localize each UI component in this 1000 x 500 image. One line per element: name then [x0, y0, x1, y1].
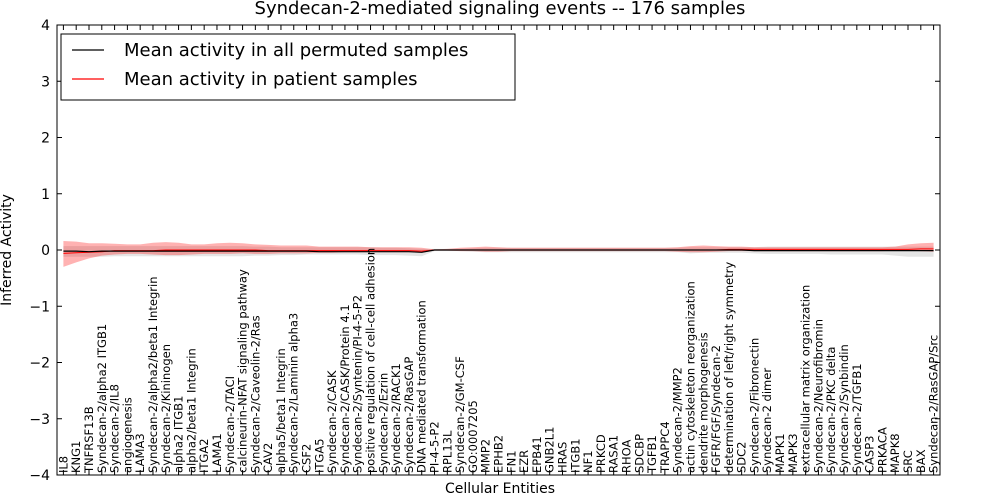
y-tick-label: −1: [29, 299, 50, 315]
x-tick-label: Syndecan-2/Laminin alpha3: [287, 313, 301, 473]
x-tick-label: Syndecan-2/Syntenin/PI-4-5-P2: [351, 295, 365, 473]
y-tick-label: −3: [29, 412, 50, 428]
x-tick-label: Syndecan-2/PKC delta: [824, 347, 838, 473]
x-tick-label: Syndecan-2/alpha2/beta1 Integrin: [146, 276, 160, 473]
x-tick-label: TNFRSF13B: [82, 406, 96, 474]
x-tick-label: FN1: [504, 450, 518, 473]
x-tick-label: CAV2: [261, 443, 275, 473]
x-tick-label: dendrite morphogenesis: [696, 332, 710, 473]
series-lines: [63, 248, 934, 254]
x-tick-label: NF1: [581, 450, 595, 473]
band-permuted: [63, 246, 934, 257]
x-tick-label: SRC: [901, 450, 915, 473]
x-tick-label: Syndecan-2/TGFB1: [850, 363, 864, 473]
x-tick-label: DNA mediated transformation: [415, 300, 429, 473]
x-tick-label: CSF2: [300, 444, 314, 473]
x-tick-label: Syndecan-2/Neurofibromin: [811, 319, 825, 473]
y-tick-label: 1: [41, 187, 50, 203]
x-tick-label: PI-4-5-P2: [428, 421, 442, 473]
x-tick-label: determination of left/right symmetry: [722, 262, 736, 473]
y-axis-label: Inferred Activity: [0, 194, 15, 306]
y-tick-label: 3: [41, 74, 50, 90]
x-tick-label: positive regulation of cell-cell adhesio…: [364, 248, 378, 473]
x-tick-label: calcineurin-NFAT signaling pathway: [236, 269, 250, 473]
legend-label-permuted: Mean activity in all permuted samples: [124, 40, 468, 61]
y-axis: −4 −3 −2 −1 0 1 2 3 4: [29, 18, 940, 484]
x-tick-label: Syndecan-2/CASK: [325, 370, 339, 473]
y-tick-label: 0: [41, 243, 50, 259]
x-tick-label: ITGA5: [312, 438, 326, 473]
x-tick-label: FGFR/FGF/Syndecan-2: [709, 345, 723, 473]
x-tick-label: Syndecan-2/RasGAP: [402, 357, 416, 473]
x-tick-label: Syndecan-2/IL8: [108, 384, 122, 473]
x-tick-label: Syndecan-2/Caveolin-2/Ras: [248, 315, 262, 473]
x-tick-label: MAPK8: [888, 433, 902, 473]
x-tick-label: alpha5/beta1 Integrin: [274, 348, 288, 473]
x-tick-label: CASP3: [863, 436, 877, 473]
band-patient: [63, 241, 934, 267]
x-tick-label: ITGA2: [197, 438, 211, 473]
x-tick-label: Syndecan-2/RasGAP/Src: [927, 335, 941, 473]
x-tick-label: MMP2: [479, 439, 493, 473]
x-tick-label: actin cytoskeleton reorganization: [684, 281, 698, 473]
x-tick-label: LAMA3: [133, 433, 147, 473]
y-tick-label: −4: [29, 468, 50, 484]
line-permuted: [63, 249, 934, 253]
x-tick-label: MAPK1: [773, 433, 787, 473]
x-tick-label: SDC2: [735, 441, 749, 473]
x-tick-label: Syndecan-2/Synbindin: [837, 344, 851, 473]
x-tick-label: extracellular matrix organization: [799, 285, 813, 473]
legend-box: [60, 33, 516, 101]
x-tick-label: KNG1: [69, 441, 83, 473]
x-tick-label: alpha2/beta1 Integrin: [184, 348, 198, 473]
x-tick-label: BAX: [914, 449, 928, 473]
x-axis-label: Cellular Entities: [445, 481, 555, 497]
x-tick-label: RPL13L: [440, 430, 454, 473]
x-tick-label: Syndecan-2/CASK/Protein 4.1: [338, 304, 352, 473]
x-tick-label: ITGB1: [568, 438, 582, 473]
confidence-bands: [63, 241, 934, 267]
x-tick-label: Syndecan-2 dimer: [760, 368, 774, 473]
y-tick-label: −2: [29, 356, 50, 372]
legend-label-patient: Mean activity in patient samples: [124, 69, 418, 90]
x-tick-label: LAMA1: [210, 433, 224, 473]
x-tick-label: EPHB2: [492, 435, 506, 473]
x-tick-label: GNB2L1: [543, 427, 557, 473]
x-tick-label: Syndecan-2/GM-CSF: [453, 356, 467, 473]
x-tick-label: PRKCD: [594, 434, 608, 473]
x-tick-label: Syndecan-2/alpha2 ITGB1: [95, 324, 109, 473]
x-tick-label: TRAPPC4: [658, 421, 672, 474]
x-tick-label: PRKACA: [875, 427, 889, 473]
x-tick-label: Syndecan-2/TACI: [223, 376, 237, 473]
x-tick-label: SDCBP: [632, 434, 646, 473]
y-tick-label: 4: [41, 18, 50, 34]
x-tick-label: HRAS: [556, 442, 570, 473]
x-tick-label: alpha2 ITGB1: [172, 396, 186, 473]
x-tick-label: Syndecan-2/Kininogen: [159, 344, 173, 473]
legend: Mean activity in all permuted samples Me…: [60, 33, 516, 101]
chart-title: Syndecan-2-mediated signaling events -- …: [255, 0, 746, 19]
x-tick-label: Syndecan-2/MMP2: [671, 367, 685, 473]
x-tick-label: Syndecan-2/RACK1: [389, 363, 403, 473]
y-tick-label: 2: [41, 131, 50, 147]
x-tick-label: IL8: [56, 456, 70, 473]
x-tick-label: EZR: [517, 450, 531, 473]
x-tick-label: EPB41: [530, 436, 544, 473]
x-tick-label: TGFB1: [645, 435, 659, 474]
x-tick-label: Syndecan-2/Fibronectin: [747, 338, 761, 473]
x-tick-label: MAPK3: [786, 433, 800, 473]
x-tick-label: RASA1: [607, 435, 621, 473]
x-tick-label: Syndecan-2/Ezrin: [376, 373, 390, 473]
x-tick-label: RHOA: [620, 440, 634, 473]
x-tick-label: GO:0007205: [466, 400, 480, 473]
x-tick-label: angiogenesis: [120, 397, 134, 473]
plot-frame: [56, 24, 941, 476]
